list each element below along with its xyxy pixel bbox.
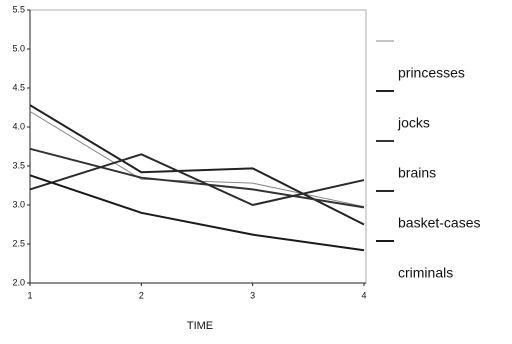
series-line: [29, 153, 365, 207]
legend-label: brains: [398, 165, 436, 181]
legend-label: jocks: [397, 115, 430, 131]
legend-label: criminals: [398, 265, 453, 281]
y-tick-label: 3.0: [12, 199, 25, 209]
y-tick-label: 5.0: [12, 43, 25, 53]
y-tick-label: 2.5: [12, 238, 25, 248]
y-tick-label: 4.5: [12, 82, 25, 92]
x-axis-label: TIME: [187, 320, 213, 332]
y-tick-label: 4.0: [12, 121, 25, 131]
y-tick-label: 5.5: [12, 4, 25, 14]
series-line: [29, 104, 365, 226]
series-line: [29, 147, 365, 209]
plot-frame: [29, 9, 367, 284]
x-tick-label: 1: [27, 290, 32, 300]
y-tick-label: 3.5: [12, 160, 25, 170]
x-tick-label: 2: [139, 290, 144, 300]
x-tick-label: 4: [361, 290, 366, 300]
series-line: [29, 174, 365, 252]
legend-label: princesses: [398, 65, 465, 81]
legend-label: basket-cases: [398, 215, 480, 231]
y-tick-label: 2.0: [12, 277, 25, 287]
x-tick-label: 3: [250, 290, 255, 300]
series-line: [29, 110, 365, 208]
